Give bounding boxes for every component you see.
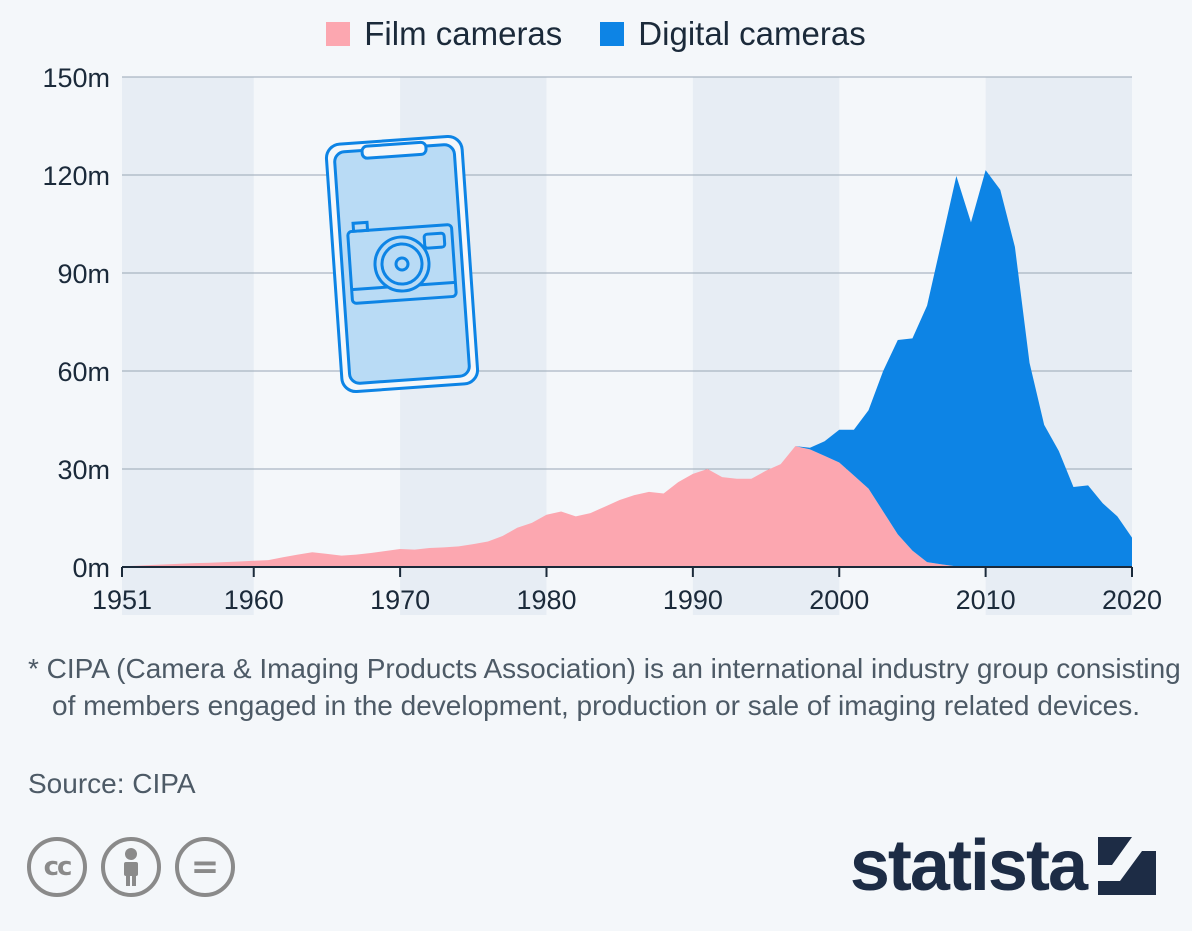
decade-band — [122, 77, 254, 615]
y-tick-label: 30m — [57, 455, 110, 485]
x-tick-label: 1980 — [516, 585, 576, 615]
x-tick-label: 2020 — [1102, 585, 1162, 615]
x-axis: 1951 1960 1970 1980 1990 2000 2010 2020 — [92, 566, 1162, 615]
smartphone-camera-icon — [324, 135, 480, 393]
license-icons: cc = — [27, 837, 235, 897]
cc-icon[interactable]: cc — [27, 837, 87, 897]
chart: 0m 30m 60m 90m 120m 150m 1951 1960 1970 1980 1990… — [42, 63, 1162, 615]
y-tick-label: 60m — [57, 357, 110, 387]
x-tick-label: 1990 — [663, 585, 723, 615]
area-series-film — [122, 446, 1132, 567]
data-areas — [122, 170, 1132, 567]
by-icon[interactable] — [101, 837, 161, 897]
x-tick-label: 1970 — [370, 585, 430, 615]
y-tick-label: 150m — [42, 63, 110, 93]
y-tick-label: 120m — [42, 161, 110, 191]
legend-swatch-digital — [600, 22, 625, 46]
legend-label-digital: Digital cameras — [638, 15, 866, 52]
y-tick-label: 0m — [72, 553, 110, 583]
x-tick-label: 2000 — [809, 585, 869, 615]
statista-logo-icon — [1098, 837, 1156, 895]
x-tick-label: 2010 — [956, 585, 1016, 615]
statista-logo[interactable]: statista — [850, 830, 1156, 902]
footnote: * CIPA (Camera & Imaging Products Associ… — [28, 653, 1181, 721]
y-axis: 0m 30m 60m 90m 120m 150m — [42, 63, 110, 583]
legend-label-film: Film cameras — [364, 15, 563, 52]
x-tick-label: 1960 — [224, 585, 284, 615]
y-tick-label: 90m — [57, 259, 110, 289]
nd-icon[interactable]: = — [175, 837, 235, 897]
legend: Film cameras Digital cameras — [0, 12, 1192, 56]
x-tick-label: 1951 — [92, 585, 152, 615]
source-note: Source: CIPA — [28, 768, 196, 799]
legend-item-film: Film cameras — [326, 12, 562, 56]
legend-item-digital: Digital cameras — [600, 12, 866, 56]
legend-swatch-film — [326, 22, 351, 46]
brand-name: statista — [849, 826, 1088, 906]
area-series-digital — [122, 170, 1132, 567]
